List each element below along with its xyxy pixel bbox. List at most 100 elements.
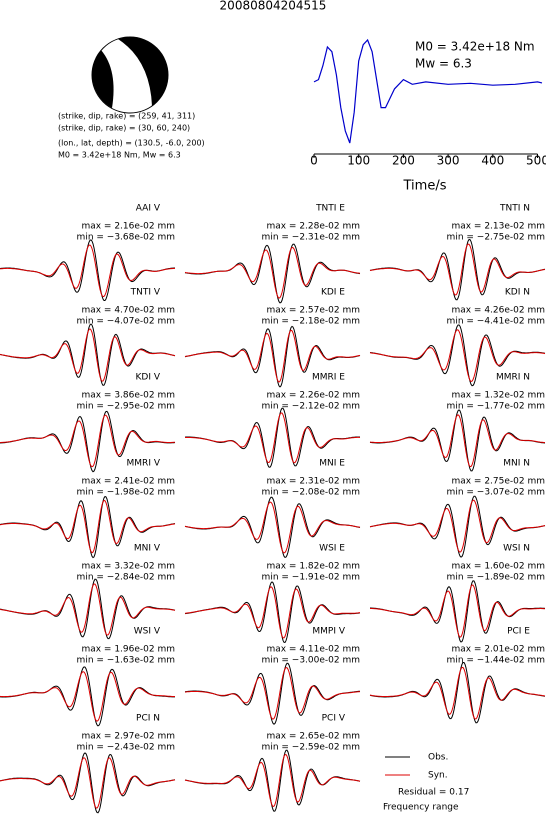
- min-amplitude: min = −2.95e-02 mm: [77, 402, 175, 412]
- x-tick-label: 200: [392, 154, 415, 168]
- max-amplitude: max = 2.13e-02 mm: [451, 222, 545, 232]
- min-amplitude: min = −4.07e-02 mm: [77, 317, 175, 327]
- beachball-lobe: [92, 50, 114, 108]
- min-amplitude: min = −1.89e-02 mm: [447, 573, 545, 583]
- station-name: PCI E: [507, 627, 530, 637]
- station-name: TNTI V: [130, 288, 161, 298]
- max-amplitude: max = 2.41e-02 mm: [81, 477, 175, 487]
- synthetic-trace: [0, 671, 175, 722]
- annotation: Mw = 6.3: [415, 57, 472, 71]
- station-name: KDI E: [321, 288, 345, 298]
- station-name: MNI V: [134, 544, 161, 554]
- station-name: MMRI N: [496, 373, 530, 383]
- title: 20080804204515: [220, 0, 327, 13]
- max-amplitude: max = 2.16e-02 mm: [81, 222, 175, 232]
- mechanism-line: M0 = 3.42e+18 Nm, Mw = 6.3: [58, 151, 181, 160]
- mechanism-line: (strike, dip, rake) = (259, 41, 311): [58, 112, 195, 121]
- synthetic-trace: [0, 499, 176, 554]
- synthetic-trace: [184, 753, 361, 807]
- mechanism-line: (lon., lat, depth) = (130.5, -6.0, 200): [58, 139, 205, 148]
- max-amplitude: max = 2.65e-02 mm: [266, 732, 360, 742]
- max-amplitude: max = 4.11e-02 mm: [266, 645, 360, 655]
- station-name: PCI N: [136, 714, 160, 724]
- station-name: KDI V: [135, 373, 160, 383]
- legend-label: Syn.: [428, 771, 448, 781]
- max-amplitude: max = 1.96e-02 mm: [81, 645, 175, 655]
- x-tick-label: 100: [347, 154, 370, 168]
- min-amplitude: min = −2.43e-02 mm: [77, 743, 175, 753]
- legend-label: Obs.: [428, 753, 448, 763]
- beachball: [91, 36, 169, 114]
- synthetic-trace: [184, 329, 361, 383]
- station-name: WSI V: [134, 627, 161, 637]
- min-amplitude: min = −2.75e-02 mm: [447, 233, 545, 243]
- station-name: WSI N: [503, 544, 530, 554]
- synthetic-trace: [0, 757, 176, 809]
- min-amplitude: min = −4.41e-02 mm: [447, 317, 545, 327]
- residual: Residual = 0.17: [398, 788, 469, 798]
- x-tick-label: 0: [310, 154, 318, 168]
- min-amplitude: min = −1.63e-02 mm: [77, 656, 175, 666]
- synthetic-trace: [0, 414, 176, 468]
- synthetic-trace: [369, 414, 545, 467]
- station-name: WSI E: [319, 544, 345, 554]
- min-amplitude: min = −3.00e-02 mm: [262, 656, 360, 666]
- x-tick-label: 400: [481, 154, 504, 168]
- x-axis-label: Time/s: [403, 179, 447, 194]
- annotation: M0 = 3.42e+18 Nm: [415, 40, 535, 54]
- observed-trace: [369, 662, 546, 724]
- min-amplitude: min = −2.59e-02 mm: [262, 743, 360, 753]
- min-amplitude: min = −2.08e-02 mm: [262, 488, 360, 498]
- synthetic-trace: [0, 583, 176, 636]
- max-amplitude: max = 4.26e-02 mm: [451, 306, 545, 316]
- max-amplitude: max = 3.32e-02 mm: [81, 562, 175, 572]
- station-name: TNTI N: [499, 204, 530, 214]
- synthetic-trace: [369, 499, 546, 553]
- max-amplitude: max = 2.01e-02 mm: [451, 645, 545, 655]
- synthetic-trace: [185, 586, 361, 639]
- station-name: KDI N: [505, 288, 530, 298]
- beachball-lobe: [118, 37, 168, 106]
- min-amplitude: min = −1.98e-02 mm: [77, 488, 175, 498]
- synthetic-trace: [0, 244, 176, 298]
- min-amplitude: min = −2.12e-02 mm: [262, 402, 360, 412]
- station-name: MMRI E: [312, 373, 345, 383]
- min-amplitude: min = −2.18e-02 mm: [262, 317, 360, 327]
- station-name: MNI N: [503, 459, 530, 469]
- max-amplitude: max = 2.97e-02 mm: [81, 732, 175, 742]
- stf-line: [313, 38, 543, 144]
- max-amplitude: max = 2.26e-02 mm: [266, 391, 360, 401]
- synthetic-trace: [369, 666, 546, 720]
- station-name: MMRI V: [127, 459, 161, 469]
- station-name: PCI V: [322, 714, 346, 724]
- min-amplitude: min = −1.44e-02 mm: [447, 656, 545, 666]
- synthetic-trace: [185, 412, 361, 464]
- station-name: MMPI V: [312, 627, 345, 637]
- max-amplitude: max = 2.75e-02 mm: [451, 477, 545, 487]
- max-amplitude: max = 2.31e-02 mm: [266, 477, 360, 487]
- synthetic-trace: [184, 667, 361, 720]
- mechanism-line: (strike, dip, rake) = (30, 60, 240): [58, 124, 190, 133]
- synthetic-trace: [184, 246, 361, 299]
- station-name: AAI V: [136, 204, 161, 214]
- synthetic-trace: [0, 328, 176, 382]
- synthetic-trace: [369, 243, 546, 296]
- synthetic-trace: [370, 584, 546, 638]
- min-amplitude: min = −3.68e-02 mm: [77, 233, 175, 243]
- station-name: MNI E: [319, 459, 345, 469]
- max-amplitude: max = 1.60e-02 mm: [451, 562, 545, 572]
- min-amplitude: min = −2.31e-02 mm: [262, 233, 360, 243]
- min-amplitude: min = −3.07e-02 mm: [447, 488, 545, 498]
- frequency-range: Frequency range: [383, 803, 459, 813]
- max-amplitude: max = 4.70e-02 mm: [81, 306, 175, 316]
- min-amplitude: min = −1.77e-02 mm: [447, 402, 545, 412]
- x-tick-label: 300: [437, 154, 460, 168]
- x-tick-label: 500: [526, 154, 546, 168]
- synthetic-trace: [369, 329, 546, 382]
- min-amplitude: min = −1.91e-02 mm: [262, 573, 360, 583]
- min-amplitude: min = −2.84e-02 mm: [77, 573, 175, 583]
- observed-trace: [0, 752, 176, 814]
- max-amplitude: max = 1.32e-02 mm: [451, 391, 545, 401]
- max-amplitude: max = 3.86e-02 mm: [81, 391, 175, 401]
